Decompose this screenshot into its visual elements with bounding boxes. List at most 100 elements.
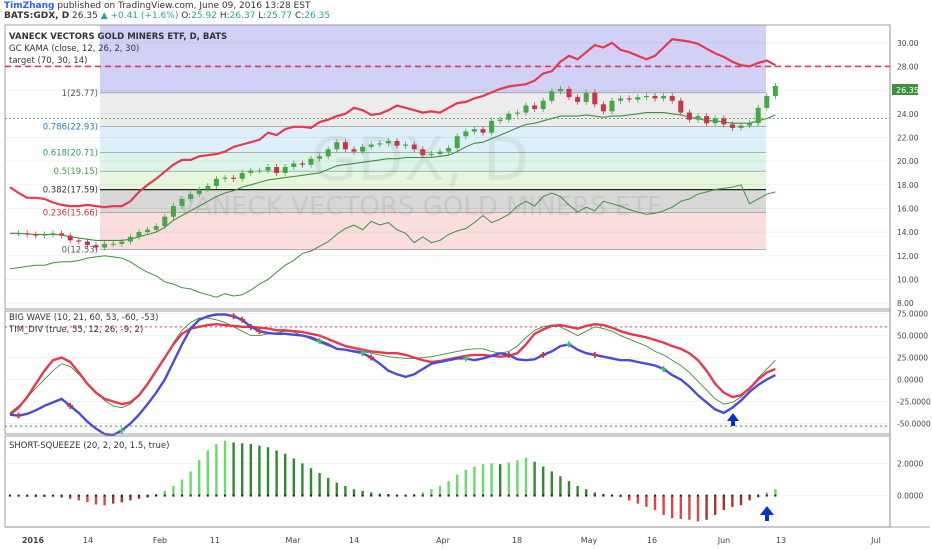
x-tick-label: 16 [647,536,657,545]
last-price-badge: 26.35 [892,84,919,95]
ohlc-low: 25.77 [266,11,293,21]
fib-label: 0.236(15.66) [43,208,98,218]
squeeze-bar [301,463,304,496]
candle-body [317,156,323,159]
fib-zone [100,212,766,250]
price-pane[interactable]: 1(25.77) 0.786(22.93) 0.618(20.71) 0.5(19.1… [5,25,919,308]
squeeze-bar [180,479,184,496]
candle-body [480,129,486,133]
squeeze-dot [9,494,11,497]
squeeze-dot [722,494,725,497]
candle-body [575,97,581,102]
squeeze-dot [482,494,484,497]
squeeze-bar [258,445,261,496]
squeeze-dot [533,494,536,497]
squeeze-dot [267,494,269,497]
y-tick-label: 25.0000 [897,354,928,363]
squeeze-dot [714,494,717,497]
squeeze-dot [370,494,373,497]
fib-zone [100,126,766,153]
squeeze-dot [232,494,235,497]
squeeze-bar [86,495,89,503]
ohlc-o-label: O: [181,11,192,21]
candle-body [282,167,288,173]
candle-body [532,105,538,110]
candle-body [463,131,469,137]
squeeze-bar [438,485,442,496]
fib-label: 1(25.77) [62,89,98,99]
candle-body [523,105,529,113]
squeeze-dot [163,494,166,497]
signal-cross [118,427,125,434]
signal-cross [359,350,366,357]
squeeze-dot [688,494,691,497]
legend-bigwave-0: BIG WAVE (10, 21, 60, 53, -60, -53) [9,313,158,323]
x-tick-label: Feb [153,536,167,545]
y-tick-label: 2.0000 [897,459,923,468]
y-tick-label: 22.00 [897,133,919,142]
squeeze-dot [249,494,252,497]
candle-body [557,88,563,92]
squeeze-dot [344,494,347,497]
squeeze-dot [697,494,699,497]
squeeze-bar [112,495,115,504]
candle-body [686,112,692,120]
big-wave-blue-line [9,313,776,437]
squeeze-bar [550,471,553,496]
squeeze-dot [413,494,416,497]
candle-body [127,236,133,242]
candle-body [102,243,108,248]
candle-body [205,185,211,190]
squeeze-dot [671,494,674,497]
squeeze-dot [645,494,648,497]
candle-body [368,144,374,147]
candle-body [695,116,701,120]
squeeze-bar [241,443,244,496]
squeeze-bar [593,492,596,496]
y-tick-label: 28.00 [897,62,919,71]
squeeze-dot [705,494,708,497]
fib-label: 0.5(19.15) [54,167,98,177]
big-wave-red-line [9,322,776,416]
ohlc-open: 25.92 [191,11,217,21]
legend-main-0: VANECK VECTORS GOLD MINERS ETF, D, BATS [9,32,227,42]
squeeze-dot [679,494,682,497]
y-tick-label: 14.00 [897,228,919,237]
candle-body [600,104,606,112]
candle-body [428,153,434,156]
squeeze-dot [430,494,433,497]
published-note: published on TradingView.com, June 09, 2… [57,1,311,11]
candle-body [93,245,99,248]
y-tick-label: 10.00 [897,275,919,284]
signal-cross [505,351,512,358]
big-wave-pane[interactable]: 75.0000 50.0000 25.0000 0.0000 -25.0000 -50.0… [5,310,931,437]
candle-body [59,233,65,236]
candle-body [16,233,22,235]
candle-body [764,96,770,108]
candle-body [540,100,546,110]
squeeze-dot [542,494,545,497]
author-name[interactable]: TimZhang [4,1,55,11]
candle-body [592,92,598,105]
time-axis[interactable]: 2016 14 Feb 11 Mar 14 Apr 18 May 16 Jun 13 Jul [22,536,881,545]
squeeze-bar [370,492,373,496]
squeeze-dot [138,494,140,497]
squeeze-dot [310,494,312,497]
squeeze-dot [275,494,278,497]
squeeze-bar [275,450,278,496]
squeeze-dot [378,494,381,497]
candle-body [643,96,649,98]
squeeze-dot [241,494,244,497]
candle-body [497,119,503,121]
candle-body [446,148,452,152]
signal-cross [660,365,667,372]
candle-body [213,178,219,186]
y-tick-label: 0.0000 [897,376,923,385]
candle-body [514,112,520,114]
legend-bigwave-1: TIM_DIV (true, 55, 12, 26, -9, 2) [8,325,143,335]
candle-body [24,233,30,235]
short-squeeze-pane[interactable]: 2.0000 0.0000 SHORT-SQUEEZE (20, 2, 20, 1… [5,440,923,522]
squeeze-bar [189,471,192,496]
squeeze-dot [507,494,510,497]
